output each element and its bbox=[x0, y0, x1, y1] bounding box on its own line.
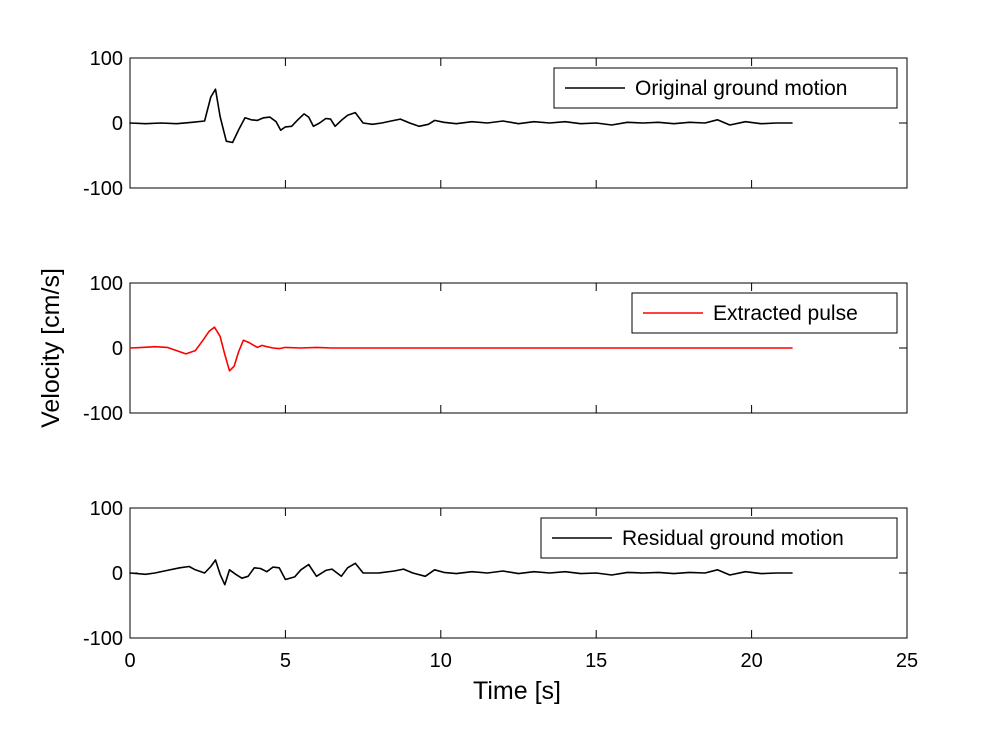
y-tick-label: 0 bbox=[112, 338, 123, 360]
series-line bbox=[129, 559, 793, 586]
x-tick-label: 25 bbox=[896, 650, 918, 672]
legend: Residual ground motion bbox=[540, 517, 898, 559]
x-tick-label: 10 bbox=[430, 650, 452, 672]
legend: Original ground motion bbox=[553, 67, 898, 109]
y-tick-label: 0 bbox=[112, 113, 123, 135]
panel-2: -100 0 100 Extracted pulse bbox=[83, 273, 908, 425]
y-tick-label: 100 bbox=[90, 273, 123, 295]
x-axis-label: Time [s] bbox=[473, 677, 561, 705]
legend-label: Original ground motion bbox=[635, 77, 847, 100]
y-axis-label: Velocity [cm/s] bbox=[37, 268, 65, 428]
x-tick-label: 5 bbox=[280, 650, 291, 672]
legend: Extracted pulse bbox=[631, 292, 898, 334]
series-line bbox=[129, 326, 793, 372]
y-tick-label: 0 bbox=[112, 563, 123, 585]
legend-label: Extracted pulse bbox=[713, 302, 858, 325]
y-tick-label: 100 bbox=[90, 498, 123, 520]
legend-label: Residual ground motion bbox=[622, 527, 844, 550]
panel-1: -100 0 100 Original ground motion bbox=[83, 48, 908, 200]
series-line bbox=[129, 88, 793, 144]
x-tick-label: 20 bbox=[740, 650, 762, 672]
x-tick-label: 15 bbox=[585, 650, 607, 672]
y-tick-label: -100 bbox=[83, 403, 123, 425]
x-tick-label: 0 bbox=[124, 650, 135, 672]
y-tick-label: -100 bbox=[83, 178, 123, 200]
y-tick-label: -100 bbox=[83, 628, 123, 650]
y-tick-label: 100 bbox=[90, 48, 123, 70]
